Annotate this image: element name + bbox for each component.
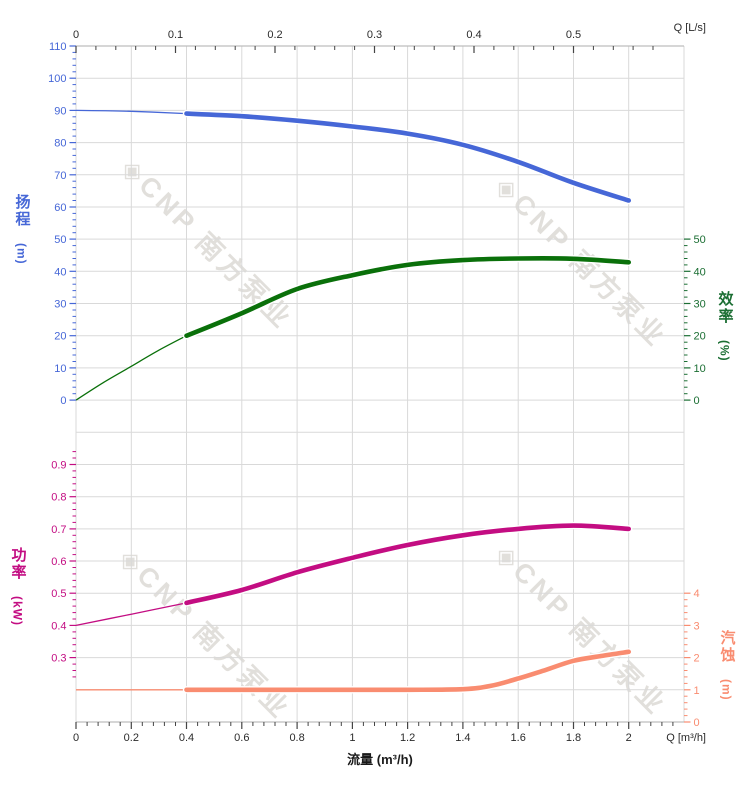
efficiency-curve-thin [75,335,187,401]
power-curve-thin [75,602,187,627]
npsh-curve [76,648,633,694]
eff-tick-label: 30 [694,299,706,311]
npsh-tick-label: 3 [694,620,700,632]
bottom-axis-tick-label: 0.4 [179,732,194,744]
eff-tick-label: 20 [694,331,706,343]
top-axis-tick-label: 0.3 [367,29,382,41]
head-tick-label: 90 [54,105,66,117]
head-axis-ticks: 0 10 20 30 40 50 60 70 80 90 100 110 [48,41,76,407]
power-axis-title-text: 功率 [9,547,27,581]
head-tick-label: 0 [60,395,66,407]
power-tick-label: 0.4 [51,620,66,632]
top-axis-tick-label: 0.5 [566,29,581,41]
efficiency-axis-title: 效率 (%) [716,291,734,362]
top-axis-tick-label: 0.4 [466,29,481,41]
top-axis-tick-label: 0.2 [267,29,282,41]
power-tick-label: 0.9 [51,460,66,472]
npsh-axis-ticks: 0 1 2 3 4 [684,588,700,729]
efficiency-curve-thick [184,255,631,338]
head-tick-label: 110 [49,41,67,53]
head-tick-label: 30 [54,299,66,311]
top-axis-tick-label: 0 [73,29,79,41]
top-axis-tick-label: 0.1 [168,29,183,41]
head-axis-unit: (m) [14,243,29,265]
efficiency-curve [75,254,633,401]
eff-axis-ticks: 0 10 20 30 40 50 [684,234,706,407]
head-tick-label: 100 [48,73,66,85]
head-tick-label: 60 [54,202,66,214]
power-curve-thick [184,523,631,606]
flow-axis-title: 流量 (m³/h) [347,752,413,767]
power-curve [75,521,633,627]
power-axis-title: 功率 (kW) [9,547,27,627]
head-tick-label: 70 [54,170,66,182]
eff-tick-label: 10 [694,363,706,375]
head-tick-label: 50 [54,234,66,246]
npsh-tick-label: 4 [694,588,700,600]
npsh-curve-thick [184,649,631,693]
power-axis-unit: (kW) [10,596,25,627]
top-axis-unit-label: Q [L/s] [673,22,706,34]
grid [75,45,685,723]
head-curve-thick [184,111,631,203]
eff-tick-label: 0 [694,395,700,407]
bottom-axis-unit-label: Q [m³/h] [666,732,706,744]
npsh-tick-label: 2 [694,653,700,665]
bottom-axis-tick-label: 0.2 [124,732,139,744]
power-tick-label: 0.3 [51,653,66,665]
top-axis-ticks: 0 0.1 0.2 0.3 0.4 0.5 [73,29,654,53]
efficiency-axis-title-text: 效率 [716,291,734,325]
head-curve [75,109,633,205]
npsh-tick-label: 0 [694,717,700,729]
power-tick-label: 0.7 [51,524,66,536]
eff-tick-label: 50 [694,234,706,246]
bottom-axis-tick-label: 1.6 [511,732,526,744]
eff-tick-label: 40 [694,266,706,278]
head-tick-label: 20 [54,331,66,343]
head-tick-label: 80 [54,138,66,150]
power-axis-ticks: 0.3 0.4 0.5 0.6 0.7 0.8 0.9 [51,451,76,678]
bottom-axis-ticks: 0 0.2 0.4 0.6 0.8 1 1.2 1.4 1.6 1.8 2 [73,722,674,744]
head-curve-thin [75,109,187,115]
power-tick-label: 0.6 [51,556,66,568]
bottom-axis-tick-label: 1.8 [566,732,581,744]
bottom-axis-tick-label: 0.8 [289,732,304,744]
power-tick-label: 0.5 [51,588,66,600]
efficiency-axis-unit: (%) [717,340,732,362]
head-axis-title: 扬程 (m) [13,194,31,265]
power-tick-label: 0.8 [51,492,66,504]
npsh-axis-title-text: 汽蚀 [718,630,736,664]
npsh-axis-unit: (m) [719,679,734,701]
head-tick-label: 40 [54,266,66,278]
bottom-axis-tick-label: 1.4 [455,732,470,744]
bottom-axis-tick-label: 2 [626,732,632,744]
head-axis-title-text: 扬程 [13,194,31,228]
bottom-axis-tick-label: 0 [73,732,79,744]
npsh-tick-label: 1 [694,685,700,697]
bottom-axis-tick-label: 0.6 [234,732,249,744]
curves [75,109,633,694]
head-tick-label: 10 [54,363,66,375]
npsh-axis-title: 汽蚀 (m) [718,630,736,701]
bottom-axis-tick-label: 1 [349,732,355,744]
bottom-axis-tick-label: 1.2 [400,732,415,744]
